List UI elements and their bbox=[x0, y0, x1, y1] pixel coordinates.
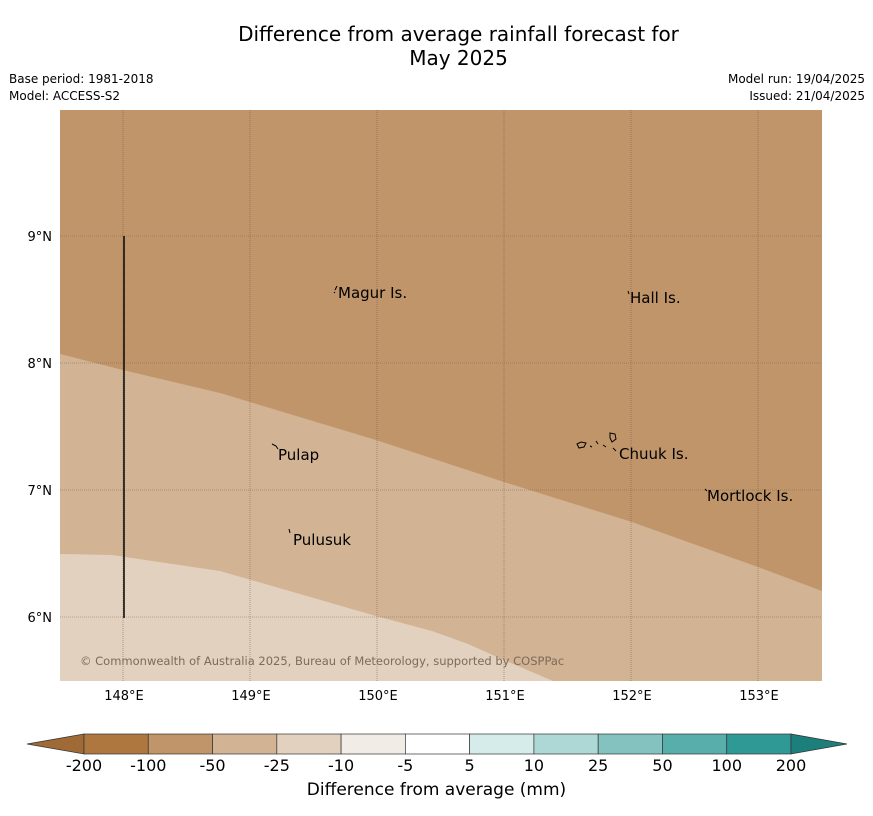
colorbar-tick-label: -10 bbox=[328, 756, 354, 775]
colorbar-tick-label: 5 bbox=[465, 756, 475, 775]
model-run: Model run: 19/04/2025 bbox=[727, 72, 865, 86]
label-hall: Hall Is. bbox=[630, 289, 681, 307]
longitude-labels: 148°E 149°E 150°E 151°E 152°E 153°E bbox=[104, 689, 779, 704]
colorbar-segment bbox=[597, 733, 663, 755]
graticule bbox=[60, 110, 822, 681]
lon-label-152e: 152°E bbox=[612, 689, 652, 704]
lat-label-6n: 6°N bbox=[28, 611, 53, 626]
colorbar-segment bbox=[340, 733, 406, 755]
issued-date: Issued: 21/04/2025 bbox=[749, 89, 865, 103]
colorbar-extend-low bbox=[26, 733, 85, 755]
meta-left: Base period: 1981-2018 Model: ACCESS-S2 bbox=[9, 71, 154, 105]
colorbar-tick-label: 50 bbox=[652, 756, 672, 775]
latitude-labels: 9°N 8°N 7°N 6°N bbox=[28, 230, 53, 626]
colorbar-tick-label: -50 bbox=[199, 756, 225, 775]
colorbar-segment bbox=[83, 733, 149, 755]
base-period: Base period: 1981-2018 bbox=[9, 72, 154, 86]
lon-label-151e: 151°E bbox=[485, 689, 525, 704]
lon-label-153e: 153°E bbox=[739, 689, 779, 704]
colorbar-segment bbox=[212, 733, 278, 755]
region-minus-10 bbox=[60, 554, 553, 681]
colorbar-tick-label: -100 bbox=[130, 756, 166, 775]
island-mortlock bbox=[704, 488, 708, 492]
colorbar-segment bbox=[533, 733, 599, 755]
label-chuuk: Chuuk Is. bbox=[619, 445, 688, 463]
colorbar: -200 -100 -50 -25 -10 -5 5 10 25 50 100 200 bbox=[26, 733, 848, 775]
model-name: Model: ACCESS-S2 bbox=[9, 89, 121, 103]
island-chuuk bbox=[576, 432, 617, 452]
colorbar-segment bbox=[662, 733, 728, 755]
lat-label-8n: 8°N bbox=[28, 357, 53, 372]
title-line-2: May 2025 bbox=[409, 46, 508, 70]
lat-label-7n: 7°N bbox=[28, 484, 53, 499]
colorbar-extend-high bbox=[790, 733, 848, 755]
lon-label-148e: 148°E bbox=[104, 689, 144, 704]
colorbar-segment bbox=[726, 733, 792, 755]
colorbar-tick-label: -5 bbox=[397, 756, 413, 775]
island-magur bbox=[333, 285, 338, 294]
island-pulap bbox=[271, 443, 279, 450]
colorbar-segment bbox=[405, 733, 470, 755]
colorbar-tick-label: 10 bbox=[524, 756, 544, 775]
colorbar-segment bbox=[469, 733, 535, 755]
lon-label-149e: 149°E bbox=[231, 689, 271, 704]
colorbar-segment bbox=[276, 733, 342, 755]
map-title: Difference from average rainfall forecas… bbox=[0, 22, 873, 70]
colorbar-segment bbox=[147, 733, 213, 755]
colorbar-tick-label: 25 bbox=[588, 756, 608, 775]
title-line-1: Difference from average rainfall forecas… bbox=[238, 22, 679, 46]
label-pulusuk: Pulusuk bbox=[293, 531, 351, 549]
place-labels: Magur Is. Hall Is. Pulap Chuuk Is. Mortl… bbox=[278, 284, 793, 549]
label-pulap: Pulap bbox=[278, 446, 319, 464]
island-hall bbox=[627, 290, 630, 295]
colorbar-label: Difference from average (mm) bbox=[306, 780, 567, 800]
island-pulusuk bbox=[288, 528, 291, 534]
lon-label-150e: 150°E bbox=[358, 689, 398, 704]
islands bbox=[271, 285, 708, 534]
meta-right: Model run: 19/04/2025 Issued: 21/04/2025 bbox=[728, 71, 865, 105]
colorbar-tick-label: 200 bbox=[776, 756, 807, 775]
colorbar-tick-label: -25 bbox=[264, 756, 290, 775]
colorbar-tick-label: 100 bbox=[711, 756, 742, 775]
label-magur: Magur Is. bbox=[338, 284, 407, 302]
copyright-notice: © Commonwealth of Australia 2025, Bureau… bbox=[80, 654, 564, 668]
label-mortlock: Mortlock Is. bbox=[707, 487, 793, 505]
lat-label-9n: 9°N bbox=[28, 230, 53, 245]
colorbar-tick-label: -200 bbox=[66, 756, 102, 775]
